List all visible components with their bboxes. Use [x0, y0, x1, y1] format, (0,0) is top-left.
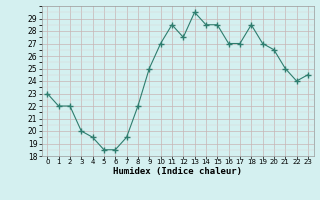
X-axis label: Humidex (Indice chaleur): Humidex (Indice chaleur): [113, 167, 242, 176]
